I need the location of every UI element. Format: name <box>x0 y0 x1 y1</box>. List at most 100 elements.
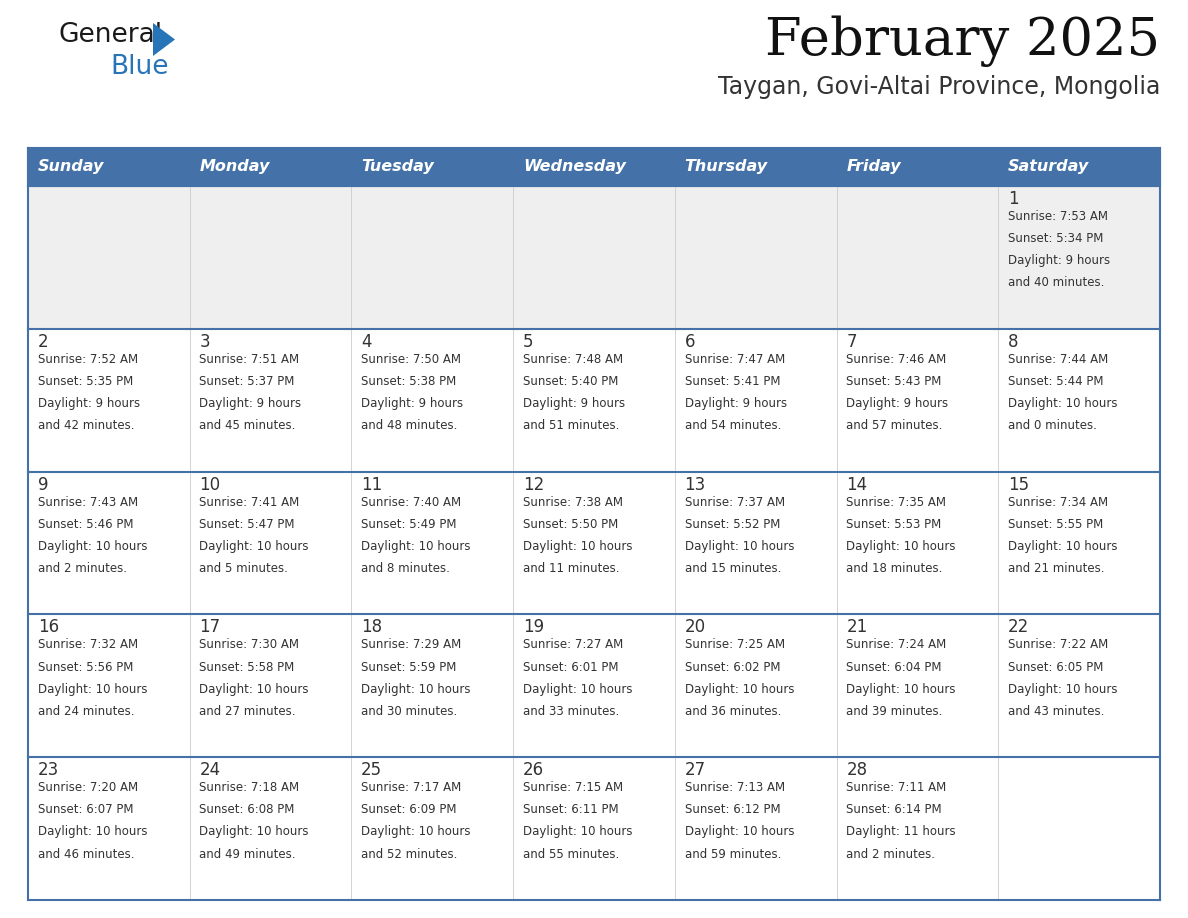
Text: Daylight: 10 hours: Daylight: 10 hours <box>38 825 147 838</box>
Bar <box>352 472 513 614</box>
Text: 22: 22 <box>1007 619 1029 636</box>
Bar <box>352 614 513 757</box>
Bar <box>675 329 836 472</box>
Text: and 40 minutes.: and 40 minutes. <box>1007 276 1105 289</box>
Text: and 33 minutes.: and 33 minutes. <box>523 705 619 718</box>
Text: Sunrise: 7:47 AM: Sunrise: 7:47 AM <box>684 353 785 365</box>
Text: 19: 19 <box>523 619 544 636</box>
Text: Sunset: 5:43 PM: Sunset: 5:43 PM <box>846 375 942 388</box>
Bar <box>29 614 190 757</box>
Text: Sunset: 6:07 PM: Sunset: 6:07 PM <box>38 803 133 816</box>
Text: Sunrise: 7:20 AM: Sunrise: 7:20 AM <box>38 781 138 794</box>
Bar <box>836 757 998 900</box>
Text: Sunset: 6:02 PM: Sunset: 6:02 PM <box>684 661 781 674</box>
Text: 3: 3 <box>200 333 210 351</box>
Text: 27: 27 <box>684 761 706 779</box>
Text: Tuesday: Tuesday <box>361 160 434 174</box>
Text: and 55 minutes.: and 55 minutes. <box>523 847 619 860</box>
Text: 4: 4 <box>361 333 372 351</box>
Text: 9: 9 <box>38 476 49 494</box>
Text: and 2 minutes.: and 2 minutes. <box>846 847 935 860</box>
Text: and 39 minutes.: and 39 minutes. <box>846 705 942 718</box>
Text: Sunset: 5:34 PM: Sunset: 5:34 PM <box>1007 232 1104 245</box>
Bar <box>675 148 836 186</box>
Text: and 57 minutes.: and 57 minutes. <box>846 420 942 432</box>
Text: Sunset: 5:47 PM: Sunset: 5:47 PM <box>200 518 295 531</box>
Text: Sunset: 6:05 PM: Sunset: 6:05 PM <box>1007 661 1104 674</box>
Text: 20: 20 <box>684 619 706 636</box>
Text: 24: 24 <box>200 761 221 779</box>
Text: Sunrise: 7:38 AM: Sunrise: 7:38 AM <box>523 496 623 509</box>
Bar <box>836 472 998 614</box>
Text: and 2 minutes.: and 2 minutes. <box>38 562 127 575</box>
Text: Sunrise: 7:48 AM: Sunrise: 7:48 AM <box>523 353 623 365</box>
Text: 10: 10 <box>200 476 221 494</box>
Text: Daylight: 10 hours: Daylight: 10 hours <box>361 683 470 696</box>
Bar <box>352 757 513 900</box>
Text: Daylight: 10 hours: Daylight: 10 hours <box>846 683 956 696</box>
Text: Daylight: 10 hours: Daylight: 10 hours <box>200 825 309 838</box>
Bar <box>998 757 1159 900</box>
Text: 26: 26 <box>523 761 544 779</box>
Bar <box>513 329 675 472</box>
Bar <box>29 329 190 472</box>
Bar <box>836 186 998 329</box>
Text: 15: 15 <box>1007 476 1029 494</box>
Text: Sunrise: 7:35 AM: Sunrise: 7:35 AM <box>846 496 947 509</box>
Text: Wednesday: Wednesday <box>523 160 626 174</box>
Text: Sunrise: 7:25 AM: Sunrise: 7:25 AM <box>684 638 785 652</box>
Text: Daylight: 10 hours: Daylight: 10 hours <box>1007 540 1118 553</box>
Text: and 11 minutes.: and 11 minutes. <box>523 562 619 575</box>
Bar <box>190 329 352 472</box>
Text: Sunset: 6:04 PM: Sunset: 6:04 PM <box>846 661 942 674</box>
Bar <box>675 757 836 900</box>
Text: Sunrise: 7:44 AM: Sunrise: 7:44 AM <box>1007 353 1108 365</box>
Text: Sunrise: 7:50 AM: Sunrise: 7:50 AM <box>361 353 461 365</box>
Text: and 5 minutes.: and 5 minutes. <box>200 562 289 575</box>
Bar <box>190 757 352 900</box>
Text: February 2025: February 2025 <box>765 15 1159 66</box>
Text: Sunset: 6:14 PM: Sunset: 6:14 PM <box>846 803 942 816</box>
Bar <box>836 148 998 186</box>
Text: Sunrise: 7:13 AM: Sunrise: 7:13 AM <box>684 781 785 794</box>
Text: Monday: Monday <box>200 160 270 174</box>
Text: Sunrise: 7:40 AM: Sunrise: 7:40 AM <box>361 496 461 509</box>
Text: Friday: Friday <box>846 160 901 174</box>
Text: Daylight: 9 hours: Daylight: 9 hours <box>200 397 302 410</box>
Bar <box>29 148 190 186</box>
Bar <box>675 186 836 329</box>
Text: Sunset: 6:09 PM: Sunset: 6:09 PM <box>361 803 456 816</box>
Text: 14: 14 <box>846 476 867 494</box>
Bar <box>998 148 1159 186</box>
Text: Sunset: 5:40 PM: Sunset: 5:40 PM <box>523 375 618 388</box>
Bar <box>513 757 675 900</box>
Text: Sunset: 5:55 PM: Sunset: 5:55 PM <box>1007 518 1104 531</box>
Text: Daylight: 10 hours: Daylight: 10 hours <box>200 540 309 553</box>
Text: Daylight: 10 hours: Daylight: 10 hours <box>38 540 147 553</box>
Bar <box>998 329 1159 472</box>
Text: 28: 28 <box>846 761 867 779</box>
Text: Sunrise: 7:37 AM: Sunrise: 7:37 AM <box>684 496 785 509</box>
Text: Sunrise: 7:51 AM: Sunrise: 7:51 AM <box>200 353 299 365</box>
Text: Daylight: 10 hours: Daylight: 10 hours <box>200 683 309 696</box>
Bar <box>513 186 675 329</box>
Text: Sunrise: 7:53 AM: Sunrise: 7:53 AM <box>1007 210 1108 223</box>
Text: Daylight: 9 hours: Daylight: 9 hours <box>1007 254 1110 267</box>
Text: General: General <box>58 22 162 48</box>
Text: and 0 minutes.: and 0 minutes. <box>1007 420 1097 432</box>
Text: Daylight: 11 hours: Daylight: 11 hours <box>846 825 956 838</box>
Text: 17: 17 <box>200 619 221 636</box>
Text: Sunset: 6:12 PM: Sunset: 6:12 PM <box>684 803 781 816</box>
Text: 16: 16 <box>38 619 59 636</box>
Text: and 18 minutes.: and 18 minutes. <box>846 562 942 575</box>
Text: and 59 minutes.: and 59 minutes. <box>684 847 781 860</box>
Text: Daylight: 10 hours: Daylight: 10 hours <box>523 683 632 696</box>
Text: 18: 18 <box>361 619 383 636</box>
Text: Sunrise: 7:34 AM: Sunrise: 7:34 AM <box>1007 496 1108 509</box>
Text: Sunset: 5:58 PM: Sunset: 5:58 PM <box>200 661 295 674</box>
Text: and 51 minutes.: and 51 minutes. <box>523 420 619 432</box>
Text: 21: 21 <box>846 619 867 636</box>
Text: Sunset: 5:50 PM: Sunset: 5:50 PM <box>523 518 618 531</box>
Text: and 8 minutes.: and 8 minutes. <box>361 562 450 575</box>
Bar <box>190 148 352 186</box>
